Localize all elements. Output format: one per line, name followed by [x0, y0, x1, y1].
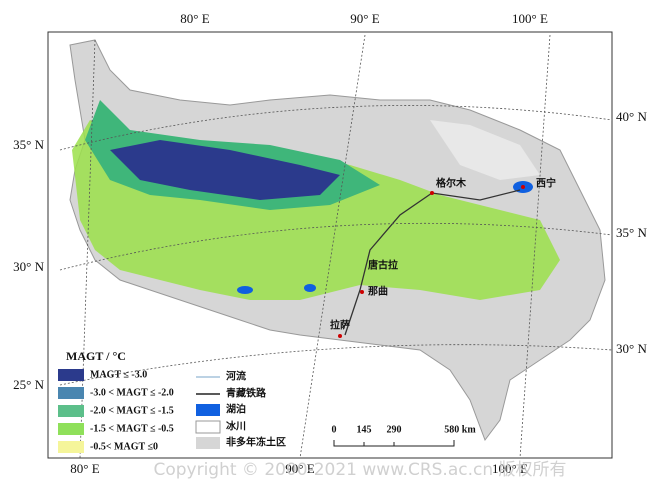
plateau [69, 39, 606, 442]
lon-label: 100° E [492, 461, 528, 476]
city-label: 西宁 [536, 176, 556, 189]
legend-item: 河流 [226, 369, 246, 382]
lon-label: 80° E [180, 11, 209, 26]
lat-label: 35° N [13, 137, 44, 152]
legend-title: MAGT / °C [66, 349, 126, 363]
legend-item: 非多年冻土区 [226, 435, 286, 448]
city-label: 格尔木 [436, 176, 467, 189]
lon-label: 100° E [512, 11, 548, 26]
city-label: 唐古拉 [368, 258, 398, 271]
watermark: Copyright © 2000-2021 www.CRS.ac.cn 版权所有 [153, 460, 566, 480]
scale-label: 145 [357, 424, 372, 435]
graticule [59, 34, 613, 459]
scale-bar: 0 145 290 580 km [332, 424, 476, 447]
lat-label: 25° N [13, 377, 44, 392]
legend-item: -3.0 < MAGT ≤ -2.0 [90, 387, 174, 398]
city-label: 那曲 [368, 284, 388, 297]
city-label: 拉萨 [330, 318, 350, 331]
legend: MAGT / °C MAGT ≤ -3.0 -3.0 < MAGT ≤ -2.0… [58, 349, 286, 453]
scale-label: 0 [332, 424, 337, 435]
scale-label: 580 km [444, 424, 476, 435]
lat-label: 30° N [13, 259, 44, 274]
lon-label: 90° E [285, 461, 314, 476]
legend-item: MAGT ≤ -3.0 [90, 369, 147, 380]
legend-item: 冰川 [226, 419, 246, 432]
lon-label: 80° E [70, 461, 99, 476]
legend-item: -2.0 < MAGT ≤ -1.5 [90, 405, 174, 416]
lon-label: 90° E [350, 11, 379, 26]
lat-label: 35° N [616, 225, 647, 240]
scale-label: 290 [387, 424, 402, 435]
legend-item: -0.5< MAGT ≤0 [90, 441, 158, 452]
legend-item: -1.5 < MAGT ≤ -0.5 [90, 423, 174, 434]
legend-item: 湖泊 [226, 402, 246, 415]
lat-label: 40° N [616, 109, 647, 124]
lat-label: 30° N [616, 341, 647, 356]
legend-item: 青藏铁路 [226, 386, 267, 399]
cities [338, 185, 525, 338]
